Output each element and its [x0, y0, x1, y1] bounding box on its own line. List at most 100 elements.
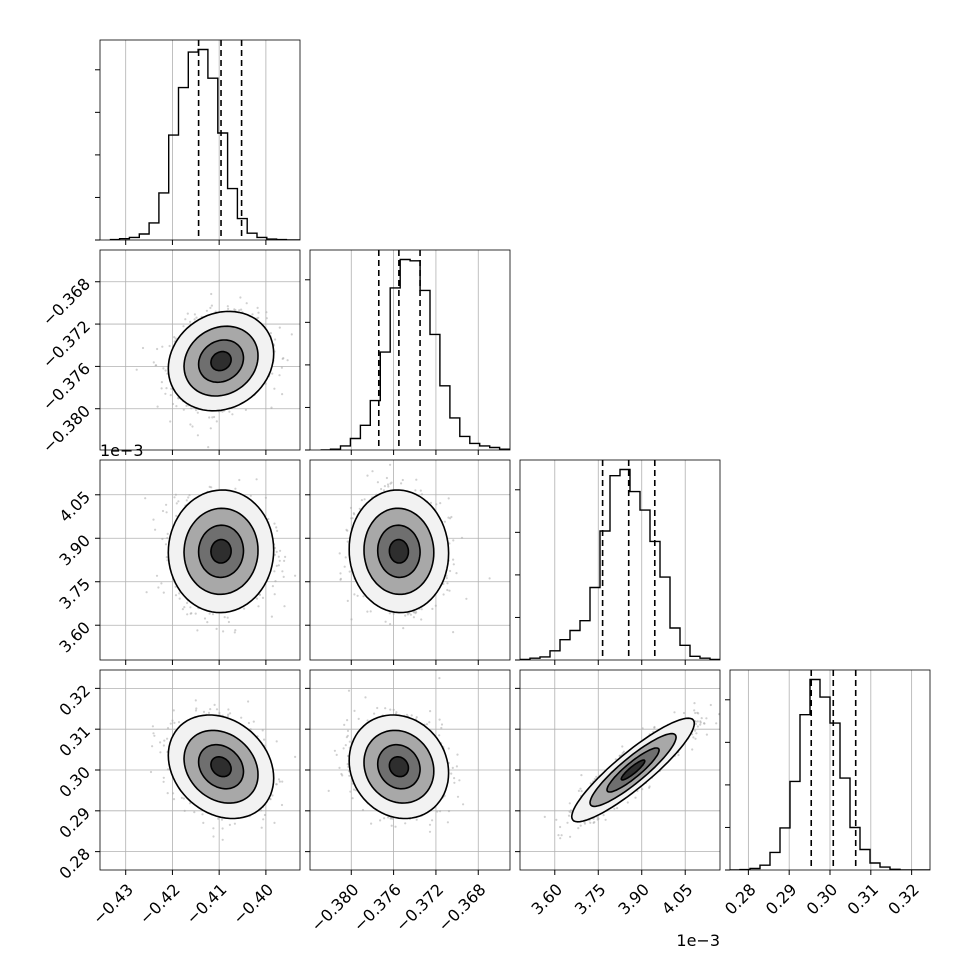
scatter-point	[195, 409, 198, 412]
scatter-point	[184, 318, 187, 321]
scatter-point	[273, 570, 276, 573]
scatter-point	[269, 332, 272, 335]
scatter-point	[160, 582, 163, 585]
scatter-point	[284, 555, 287, 559]
panel-frame	[99, 459, 301, 661]
scatter-point	[172, 709, 175, 712]
scatter-point	[218, 711, 221, 715]
scatter-point	[182, 408, 185, 411]
hist-bar	[460, 436, 470, 450]
hist-bar	[790, 781, 800, 870]
scatter-point	[281, 393, 284, 396]
scatter-point	[257, 311, 260, 314]
scatter-point	[286, 359, 289, 362]
scatter-point	[159, 751, 162, 754]
scatter-point	[185, 499, 188, 502]
scatter-point	[362, 595, 365, 598]
hist-step-line	[520, 468, 720, 660]
scatter-point	[189, 606, 192, 609]
hist-bar	[440, 386, 450, 450]
histogram-panel-2	[320, 250, 510, 450]
scatter-point	[445, 577, 448, 580]
scatter-point	[174, 337, 177, 340]
scatter-point	[183, 809, 186, 813]
hist-bar	[360, 425, 370, 450]
scatter-point	[447, 497, 450, 500]
scatter-point	[260, 809, 263, 812]
scatter-point	[239, 296, 242, 299]
scatter-point	[404, 614, 407, 617]
scatter-point	[206, 621, 209, 624]
scatter-point	[175, 514, 178, 518]
hist-bar	[169, 135, 179, 240]
density-panel-1-2	[100, 250, 300, 450]
scatter-point	[173, 496, 176, 499]
hist-bar	[570, 631, 580, 660]
scatter-point	[271, 794, 274, 797]
scatter-point	[465, 597, 468, 600]
hist-bar	[247, 233, 257, 240]
scatter-point	[449, 517, 452, 520]
scatter-point	[165, 387, 168, 390]
scatter-point	[389, 623, 392, 626]
hist-bar	[840, 778, 850, 870]
hist-bar	[228, 189, 238, 240]
scatter-point	[222, 630, 225, 633]
scatter-point	[195, 316, 198, 319]
scatter-point	[175, 405, 178, 408]
scatter-point	[141, 346, 145, 350]
scatter-point	[162, 776, 165, 779]
hist-bar	[450, 418, 460, 450]
hist-bar	[560, 640, 570, 660]
scatter-point	[371, 470, 374, 473]
scatter-point	[217, 817, 220, 820]
scatter-point	[162, 591, 165, 594]
scatter-point	[275, 526, 278, 529]
scatter-point	[210, 486, 213, 489]
scatter-point	[249, 728, 252, 731]
scatter-point	[162, 744, 165, 747]
hist-bar	[430, 334, 440, 450]
scatter-point	[220, 818, 224, 821]
scatter-point	[152, 518, 155, 521]
scatter-point	[346, 540, 349, 543]
scatter-point	[261, 729, 264, 732]
scatter-point	[415, 478, 418, 481]
scatter-point	[431, 607, 434, 611]
scatter-point	[406, 613, 409, 616]
scatter-point	[276, 529, 279, 533]
scatter-point	[449, 569, 452, 573]
scatter-point	[439, 502, 442, 505]
scatter-point	[207, 711, 211, 715]
scatter-point	[188, 494, 191, 497]
scatter-point	[189, 612, 192, 615]
scatter-point	[228, 457, 230, 459]
scatter-point	[215, 708, 219, 711]
scatter-point	[264, 382, 267, 385]
scatter-point	[227, 708, 230, 711]
scatter-point	[166, 737, 169, 740]
scatter-point	[360, 499, 363, 502]
scatter-point	[275, 564, 278, 568]
hist-bar	[860, 849, 870, 870]
scatter-point	[366, 610, 369, 613]
scatter-point	[208, 612, 211, 615]
scatter-point	[274, 338, 277, 341]
scatter-point	[251, 313, 254, 316]
scatter-point	[267, 517, 270, 521]
scatter-point	[351, 517, 354, 520]
scatter-point	[388, 612, 391, 615]
histogram-panel-3	[520, 460, 720, 660]
scatter-point	[275, 550, 278, 554]
scatter-point	[213, 415, 216, 419]
scatter-point	[344, 556, 347, 559]
scatter-point	[282, 575, 285, 579]
scatter-point	[389, 463, 392, 466]
scatter-point	[387, 485, 390, 488]
scatter-point	[257, 316, 260, 319]
scatter-point	[273, 593, 276, 596]
scatter-point	[227, 307, 230, 310]
scatter-point	[234, 629, 237, 632]
hist-bar	[610, 476, 620, 660]
scatter-point	[170, 387, 173, 390]
